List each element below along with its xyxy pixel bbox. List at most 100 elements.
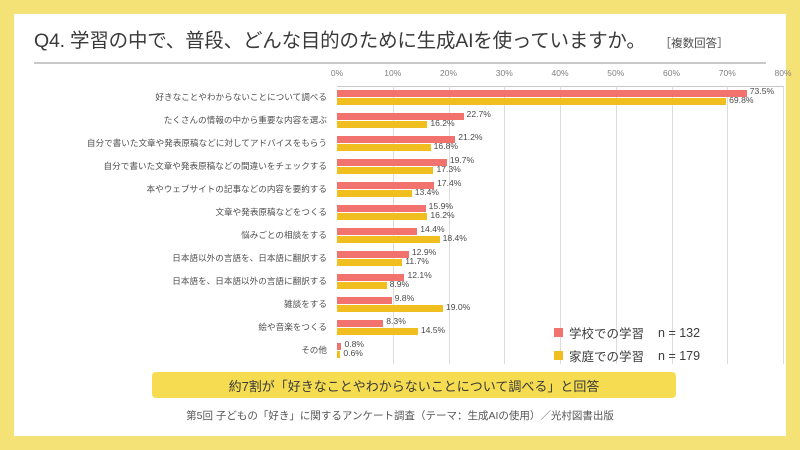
legend-sample-size: n = 179	[658, 348, 701, 363]
bar-row: 悩みごとの相談をする 14.4% 18.4%	[14, 224, 786, 248]
bar-school	[337, 182, 434, 189]
bar-value-label: 12.1%	[407, 270, 432, 280]
bar-row: 文章や発表原稿などをつくる 15.9% 16.2%	[14, 201, 786, 225]
legend-label: 学校での学習	[569, 327, 645, 341]
callout-banner: 約7割が「好きなことやわからないことについて調べる」と回答	[152, 372, 676, 398]
page-title-text: Q4. 学習の中で、普段、どんな目的のために生成AIを使っていますか。	[34, 30, 646, 52]
x-tick-label: 0%	[330, 68, 344, 78]
category-label: 絵や音楽をつくる	[258, 322, 327, 332]
x-tick-label: 20%	[439, 68, 458, 78]
bar-school	[337, 90, 747, 97]
bar-home	[337, 167, 434, 174]
bar-value-label: 17.3%	[436, 164, 461, 174]
page-title: Q4. 学習の中で、普段、どんな目的のために生成AIを使っていますか。 ［複数回…	[34, 24, 766, 66]
bar-value-label: 14.4%	[420, 224, 445, 234]
gridline	[671, 86, 673, 364]
category-label: その他	[301, 345, 327, 355]
bar-value-label: 13.4%	[414, 187, 440, 197]
bar-school	[337, 159, 447, 166]
bar-home	[337, 98, 727, 105]
bar-value-label: 14.5%	[420, 325, 446, 335]
bar-chart: 0% 10% 20% 30% 40% 50% 60% 70% 80% 好きなことやわからないこと…	[14, 66, 792, 367]
bar-home	[337, 351, 341, 358]
bar-school	[337, 205, 426, 212]
bar-value-label: 16.2%	[430, 118, 455, 128]
bar-school	[337, 343, 342, 350]
footer-source-text: 第5回 子どもの「好き」に関するアンケート調査（テーマ：生成AIの使用）／光村図…	[186, 410, 614, 422]
gridline	[448, 86, 450, 364]
legend-label: 家庭での学習	[569, 350, 645, 364]
gridline	[615, 86, 617, 364]
category-label: 日本語を、日本語以外の言語に翻訳する	[172, 276, 327, 286]
gridline	[392, 86, 394, 364]
legend-item[interactable]: 学校での学習 n = 132	[554, 321, 779, 344]
bar-school	[337, 251, 409, 258]
category-label: 自分で書いた文章や発表原稿などに対してアドバイスをもらう	[86, 138, 327, 148]
bar-row: たくさんの情報の中から重要な内容を選ぶ 22.7% 16.2%	[14, 109, 786, 133]
bar-home	[337, 236, 440, 243]
multiple-answer-note: ［複数回答］	[659, 38, 729, 50]
gridline	[727, 86, 729, 364]
bar-value-label: 8.3%	[386, 316, 406, 326]
bar-value-label: 11.7%	[405, 256, 429, 266]
bar-home	[337, 144, 431, 151]
x-tick-label: 50%	[607, 68, 625, 78]
bar-value-label: 15.9%	[428, 201, 454, 211]
bar-home	[337, 305, 443, 312]
bar-value-label: 18.4%	[442, 233, 467, 243]
category-label: 自分で書いた文章や発表原稿などの間違いをチェックする	[103, 161, 327, 171]
chart-legend: 学校での学習 n = 132 家庭での学習 n = 179	[554, 321, 779, 367]
x-tick-label: 40%	[551, 68, 569, 78]
bar-value-label: 73.5%	[749, 86, 775, 96]
category-label: 悩みごとの相談をする	[241, 230, 327, 240]
x-tick-label: 70%	[718, 68, 736, 78]
bar-school	[337, 136, 456, 143]
bar-row: 自分で書いた文章や発表原稿などに対してアドバイスをもらう 21.2% 16.8%	[14, 132, 786, 156]
callout-text: 約7割が「好きなことやわからないことについて調べる」と回答	[228, 378, 600, 394]
legend-swatch-home-icon	[554, 351, 563, 360]
x-tick-label: 10%	[384, 68, 402, 78]
category-label: たくさんの情報の中から重要な内容を選ぶ	[163, 115, 327, 125]
x-tick-label: 30%	[495, 68, 513, 78]
bar-home	[337, 190, 412, 197]
bar-value-label: 8.9%	[389, 279, 410, 289]
x-tick-label: 60%	[662, 68, 681, 78]
category-label: 日本語以外の言語を、日本語に翻訳する	[172, 253, 327, 263]
x-axis-ticks: 0% 10% 20% 30% 40% 50% 60% 70% 80%	[331, 66, 792, 84]
bar-value-label: 16.2%	[430, 210, 455, 220]
bar-value-label: 22.7%	[466, 109, 491, 119]
gridline	[560, 86, 561, 364]
bar-home	[337, 282, 387, 289]
bar-school	[337, 297, 392, 304]
category-label: 文章や発表原稿などをつくる	[215, 207, 327, 217]
bar-row: 日本語以外の言語を、日本語に翻訳する 12.9% 11.7%	[14, 247, 786, 271]
bar-home	[337, 259, 403, 266]
bar-row: 本やウェブサイトの記事などの内容を要約する 17.4% 13.4%	[14, 178, 786, 202]
category-label: 本やウェブサイトの記事などの内容を要約する	[146, 184, 327, 194]
legend-item[interactable]: 家庭での学習 n = 179	[554, 344, 779, 367]
bar-value-label: 12.9%	[411, 247, 437, 257]
bar-row: その他 0.8% 0.6%	[14, 339, 786, 363]
bar-home	[337, 328, 418, 335]
plot-area	[337, 86, 784, 364]
bar-school	[337, 274, 405, 281]
bar-value-label: 0.8%	[344, 339, 365, 349]
bar-value-label: 9.8%	[394, 293, 415, 303]
bar-row: 好きなことやわからないことについて調べる 73.5% 69.8%	[14, 86, 786, 110]
legend-sample-size: n = 132	[658, 325, 701, 340]
bar-row: 日本語を、日本語以外の言語に翻訳する 12.1% 8.9%	[14, 270, 786, 294]
bar-value-label: 19.7%	[449, 155, 475, 165]
bar-value-label: 19.0%	[445, 302, 471, 312]
gridline	[783, 86, 784, 364]
bar-value-label: 17.4%	[437, 178, 462, 188]
bar-school	[337, 228, 418, 235]
bar-row: 自分で書いた文章や発表原稿などの間違いをチェックする 19.7% 17.3%	[14, 155, 786, 179]
bar-value-label: 0.6%	[343, 348, 363, 358]
x-tick-label: 80%	[774, 68, 792, 78]
bar-row: 雑談をする 9.8% 19.0%	[14, 293, 786, 317]
footer: 第5回 子どもの「好き」に関するアンケート調査（テーマ：生成AIの使用）／光村図…	[14, 406, 786, 424]
category-label: 雑談をする	[284, 299, 327, 309]
slide-page: Q4. 学習の中で、普段、どんな目的のために生成AIを使っていますか。 ［複数回…	[14, 14, 792, 436]
title-divider	[34, 62, 766, 64]
bar-school	[337, 320, 384, 327]
